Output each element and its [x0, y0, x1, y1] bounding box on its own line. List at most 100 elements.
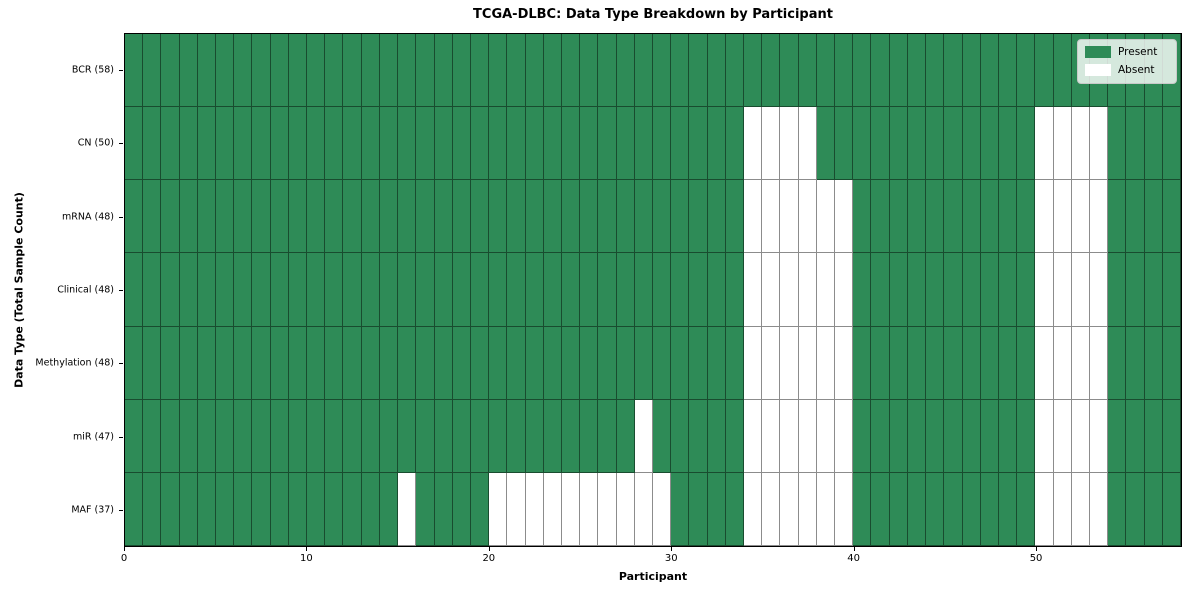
heatmap-cell [325, 107, 344, 181]
heatmap-cell [507, 107, 526, 181]
x-axis-label: Participant [618, 570, 688, 583]
heatmap-cell [871, 472, 890, 546]
heatmap-cell [125, 107, 144, 181]
heatmap-cell [1089, 180, 1109, 254]
heatmap-cell [1017, 107, 1036, 181]
heatmap-cell [343, 399, 362, 473]
heatmap-cell [288, 472, 308, 546]
heatmap-cell [1053, 253, 1072, 327]
heatmap-cell [1144, 326, 1163, 400]
heatmap-cell [1017, 472, 1036, 546]
heatmap-cell [452, 326, 471, 400]
heatmap-cell [525, 180, 544, 254]
heatmap-cell [270, 399, 289, 473]
heatmap-cell [725, 399, 745, 473]
heatmap-cell [671, 180, 690, 254]
heatmap-cell [434, 180, 453, 254]
heatmap-cell [343, 253, 362, 327]
heatmap-cell [452, 34, 471, 108]
heatmap-cell [1017, 34, 1036, 108]
heatmap-cell [725, 180, 745, 254]
heatmap-cell [962, 253, 981, 327]
x-tick-mark [124, 547, 125, 551]
heatmap-cell [179, 107, 198, 181]
heatmap-cell [125, 34, 144, 108]
heatmap-cell [1126, 107, 1145, 181]
heatmap-cell [179, 253, 198, 327]
heatmap-cell [598, 326, 617, 400]
heatmap-cell [561, 472, 581, 546]
heatmap-cell [252, 326, 271, 400]
heatmap-cell [398, 399, 417, 473]
heatmap-cell [361, 326, 380, 400]
heatmap-cell [762, 253, 781, 327]
heatmap-cell [907, 326, 927, 400]
heatmap-cell [216, 399, 235, 473]
heatmap-cell [762, 180, 781, 254]
heatmap-cell [379, 107, 399, 181]
heatmap-cell [1053, 399, 1072, 473]
heatmap-cell [197, 253, 217, 327]
heatmap-cell [580, 107, 599, 181]
heatmap-cell [816, 253, 836, 327]
y-tick-label: Methylation (48) [35, 357, 114, 369]
heatmap-cell [634, 326, 653, 400]
heatmap-cell [361, 34, 380, 108]
heatmap-cell [216, 472, 235, 546]
heatmap-cell [616, 107, 635, 181]
heatmap-cell [616, 180, 635, 254]
heatmap-cell [725, 326, 745, 400]
heatmap-cell [161, 472, 180, 546]
heatmap-cell [325, 34, 344, 108]
heatmap-cell [1035, 253, 1054, 327]
y-tick-mark [119, 143, 123, 145]
heatmap-cell [1071, 399, 1090, 473]
heatmap-cell [671, 472, 690, 546]
heatmap-cell [143, 253, 162, 327]
heatmap-cell [1108, 472, 1127, 546]
heatmap-cell [689, 253, 708, 327]
heatmap-cell [798, 472, 817, 546]
heatmap-cell [1035, 107, 1054, 181]
heatmap-cell [816, 107, 836, 181]
heatmap-cell [1144, 253, 1163, 327]
heatmap-cell [762, 107, 781, 181]
heatmap-cell [1144, 180, 1163, 254]
heatmap-cell [288, 107, 308, 181]
heatmap-cell [598, 472, 617, 546]
legend-entry-present: Present [1085, 46, 1169, 58]
heatmap-cell [944, 253, 963, 327]
plot-area: Present Absent [124, 33, 1182, 547]
heatmap-cell [1162, 253, 1181, 327]
heatmap-cell [634, 180, 653, 254]
heatmap-cell [871, 253, 890, 327]
heatmap-cell [1108, 399, 1127, 473]
heatmap-cell [525, 399, 544, 473]
heatmap-cell [889, 180, 908, 254]
heatmap-cell [452, 180, 471, 254]
heatmap-cell [361, 399, 380, 473]
heatmap-cell [1126, 180, 1145, 254]
heatmap-cell [944, 107, 963, 181]
heatmap-cell [1017, 253, 1036, 327]
heatmap-cell [1126, 399, 1145, 473]
heatmap-cell [543, 472, 562, 546]
heatmap-cell [871, 399, 890, 473]
heatmap-cell [926, 472, 945, 546]
heatmap-cell [889, 472, 908, 546]
heatmap-cell [143, 326, 162, 400]
heatmap-cell [325, 253, 344, 327]
heatmap-cell [1071, 326, 1090, 400]
heatmap-cell [161, 399, 180, 473]
heatmap-cell [835, 107, 854, 181]
heatmap-cell [962, 107, 981, 181]
heatmap-cell [871, 180, 890, 254]
heatmap-cell [288, 399, 308, 473]
heatmap-cell [1071, 253, 1090, 327]
heatmap-cell [307, 253, 326, 327]
heatmap-cell [671, 399, 690, 473]
heatmap-cell [398, 180, 417, 254]
heatmap-cell [416, 326, 435, 400]
heatmap-cell [598, 107, 617, 181]
heatmap-cell [561, 34, 581, 108]
